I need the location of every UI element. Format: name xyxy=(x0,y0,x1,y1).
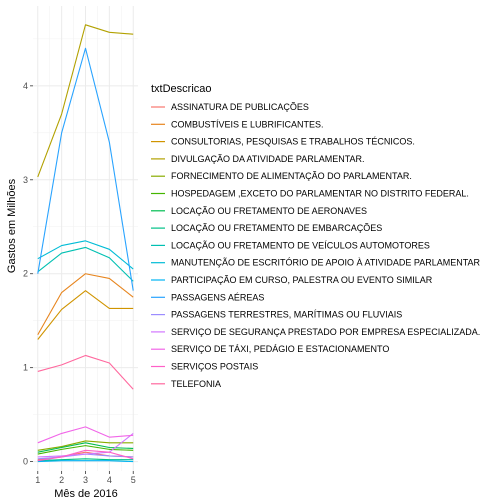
legend-label: SERVIÇO DE TÁXI, PEDÁGIO E ESTACIONAMENT… xyxy=(171,344,389,354)
y-axis-ticks: 0 1 2 3 4 xyxy=(23,81,33,467)
series-line xyxy=(37,240,134,270)
series-line xyxy=(37,47,134,291)
legend-label: PASSAGENS TERRESTRES, MARÍTIMAS OU FLUVI… xyxy=(171,310,402,320)
y-tick-label: 1 xyxy=(23,363,28,373)
legend-label: MANUTENÇÃO DE ESCRITÓRIO DE APOIO À ATIV… xyxy=(171,258,481,268)
series-line xyxy=(37,273,134,336)
legend-label: LOCAÇÃO OU FRETAMENTO DE AERONAVES xyxy=(171,206,367,216)
series-line xyxy=(37,458,134,462)
legend-label: SERVIÇOS POSTAIS xyxy=(171,362,258,372)
legend-label: LOCAÇÃO OU FRETAMENTO DE EMBARCAÇÕES xyxy=(171,223,382,233)
x-tick-label: 5 xyxy=(131,475,136,485)
y-tick-label: 3 xyxy=(23,175,28,185)
series-line xyxy=(37,354,134,390)
series-lines xyxy=(37,24,134,463)
series-line xyxy=(37,440,134,451)
series-line xyxy=(37,442,134,453)
legend-label: LOCAÇÃO OU FRETAMENTO DE VEÍCULOS AUTOMO… xyxy=(171,240,430,250)
series-line xyxy=(37,246,134,282)
x-tick-label: 1 xyxy=(35,475,40,485)
x-axis-ticks: 1 2 3 4 5 xyxy=(35,471,136,485)
series-line xyxy=(37,426,134,444)
legend-label: TELEFONIA xyxy=(171,379,221,389)
legend-label: PARTICIPAÇÃO EM CURSO, PALESTRA OU EVENT… xyxy=(171,275,433,285)
legend-label: DIVULGAÇÃO DA ATIVIDADE PARLAMENTAR. xyxy=(171,154,365,164)
x-tick-label: 2 xyxy=(59,475,64,485)
series-line xyxy=(37,290,134,340)
series-line xyxy=(37,432,134,458)
x-axis-title: Mês de 2016 xyxy=(54,488,118,500)
legend-label: HOSPEDAGEM ,EXCETO DO PARLAMENTAR NO DIS… xyxy=(171,189,469,199)
y-tick-label: 0 xyxy=(23,457,28,467)
legend-label: PASSAGENS AÉREAS xyxy=(171,292,264,302)
y-tick-label: 2 xyxy=(23,269,28,279)
legend-label: SERVIÇO DE SEGURANÇA PRESTADO POR EMPRES… xyxy=(171,327,480,337)
legend: ASSINATURA DE PUBLICAÇÕES COMBUSTÍVEIS E … xyxy=(151,102,481,389)
legend-label: COMBUSTÍVEIS E LUBRIFICANTES. xyxy=(171,119,324,129)
x-tick-label: 3 xyxy=(83,475,88,485)
legend-label: ASSINATURA DE PUBLICAÇÕES xyxy=(171,102,309,112)
series-line xyxy=(37,445,134,455)
series-line xyxy=(37,460,134,463)
legend-label: FORNECIMENTO DE ALIMENTAÇÃO DO PARLAMENT… xyxy=(171,171,412,181)
legend-title: txtDescricao xyxy=(151,83,212,95)
y-axis-title: Gastos em Milhões xyxy=(6,178,18,273)
y-tick-label: 4 xyxy=(23,81,28,91)
series-line xyxy=(37,449,134,462)
legend-label: CONSULTORIAS, PESQUISAS E TRABALHOS TÉCN… xyxy=(171,137,415,147)
series-line xyxy=(37,24,134,178)
x-tick-label: 4 xyxy=(107,475,112,485)
